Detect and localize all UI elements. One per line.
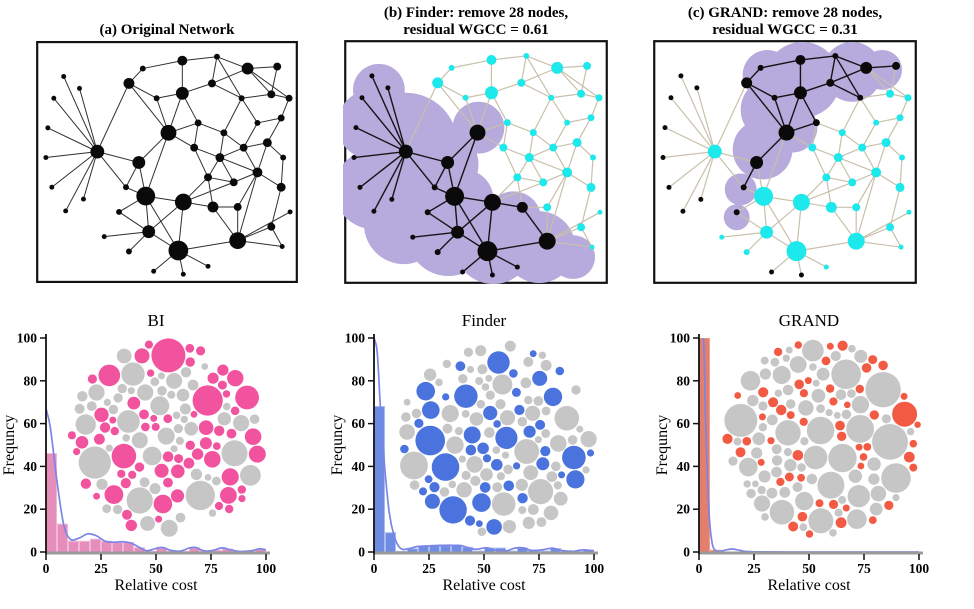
panel-bi-chart: 0 25 50 75 100 0 20 40 60 80 100 BI Relative cost Fre… (2, 306, 312, 602)
network-nodes (351, 52, 603, 278)
x-tick-label: 25 (422, 561, 436, 576)
y-tick-label: 0 (683, 545, 690, 560)
y-tick-label: 100 (345, 331, 366, 346)
removed-region-blob (343, 63, 596, 284)
y-tick-label: 60 (677, 416, 691, 431)
panel-b-title: (b) Finder: remove 28 nodes, residual WG… (384, 4, 568, 38)
panel-finder-network: (b) Finder: remove 28 nodes, residual WG… (343, 4, 609, 284)
x-tick-label: 25 (747, 561, 761, 576)
network-diagram-finder (343, 40, 608, 284)
panel-grand-chart: 0 25 50 75 100 0 20 40 60 80 100 GRAND Relative cost… (655, 306, 965, 602)
y-tick-label: 60 (352, 416, 366, 431)
y-tick-label: 20 (352, 502, 366, 517)
network-box-border (36, 40, 298, 284)
x-axis-label: Relative cost (114, 577, 198, 594)
x-tick-label: 75 (204, 561, 218, 576)
x-tick-label: 100 (909, 561, 930, 576)
panel-b-title-line2: residual WGCC = 0.61 (403, 21, 549, 38)
panel-b-title-line1: (b) Finder: remove 28 nodes, (383, 5, 569, 21)
y-axis-label: Frequncy (2, 415, 18, 475)
bubble-cloud (67, 338, 266, 537)
histogram-bars (46, 453, 266, 552)
network-diagram-grand (653, 40, 917, 284)
kde-curve (374, 338, 594, 552)
x-tick-label: 100 (256, 561, 277, 576)
bubble-cloud (722, 339, 921, 538)
y-tick-label: 0 (30, 545, 37, 560)
network-diagram-original (36, 40, 298, 284)
chart-title: GRAND (779, 311, 839, 330)
x-tick-label: 50 (477, 561, 491, 576)
y-tick-label: 40 (677, 459, 691, 474)
y-tick-label: 20 (677, 502, 691, 517)
y-tick-label: 80 (24, 373, 38, 388)
panel-finder-chart: 0 25 50 75 100 0 20 40 60 80 100 Finder Relative cos… (330, 306, 640, 602)
panel-original-network: (a) Original Network (36, 4, 298, 284)
y-tick-label: 80 (352, 373, 366, 388)
x-tick-label: 50 (802, 561, 816, 576)
grand-histogram-chart: 0 25 50 75 100 0 20 40 60 80 100 GRAND Relative cost… (655, 311, 930, 594)
panel-c-title-line2: residual WGCC = 0.31 (712, 21, 858, 38)
x-tick-label: 0 (371, 561, 378, 576)
x-tick-label: 0 (696, 561, 703, 576)
x-tick-label: 100 (584, 561, 605, 576)
panel-a-title: (a) Original Network (100, 4, 235, 38)
x-tick-label: 75 (532, 561, 546, 576)
y-axis-label: Frequncy (655, 415, 671, 475)
x-axis-label: Relative cost (442, 577, 526, 594)
network-nodes (660, 52, 912, 278)
y-tick-label: 40 (352, 459, 366, 474)
axes: 0 25 50 75 100 0 20 40 60 80 100 (670, 331, 930, 577)
panel-grand-network: (c) GRAND: remove 28 nodes, residual WGC… (652, 4, 918, 284)
y-tick-label: 40 (24, 459, 38, 474)
y-tick-label: 0 (358, 545, 365, 560)
x-tick-label: 0 (43, 561, 50, 576)
chart-title: Finder (462, 311, 507, 330)
chart-title: BI (148, 311, 165, 330)
bi-histogram-chart: 0 25 50 75 100 0 20 40 60 80 100 BI Relative cost Fre… (2, 311, 277, 594)
y-tick-label: 100 (670, 331, 691, 346)
y-tick-label: 80 (677, 373, 691, 388)
y-tick-label: 100 (17, 331, 38, 346)
x-tick-label: 50 (149, 561, 163, 576)
bubble-cloud (399, 340, 597, 536)
y-tick-label: 20 (24, 502, 38, 517)
axes: 0 25 50 75 100 0 20 40 60 80 100 (345, 331, 605, 577)
x-tick-label: 75 (857, 561, 871, 576)
y-axis-label: Frequncy (330, 415, 346, 475)
y-tick-label: 60 (24, 416, 38, 431)
panel-c-title: (c) GRAND: remove 28 nodes, residual WGC… (688, 4, 882, 38)
axes: 0 25 50 75 100 0 20 40 60 80 100 (17, 331, 277, 577)
network-nodes (43, 53, 293, 277)
kde-curve (46, 408, 266, 552)
panel-a-title-line1: (a) Original Network (99, 21, 235, 38)
finder-histogram-chart: 0 25 50 75 100 0 20 40 60 80 100 Finder Relative cos… (330, 311, 605, 594)
x-tick-label: 25 (94, 561, 108, 576)
x-axis-label: Relative cost (767, 577, 851, 594)
panel-c-title-line1: (c) GRAND: remove 28 nodes, (687, 5, 883, 21)
